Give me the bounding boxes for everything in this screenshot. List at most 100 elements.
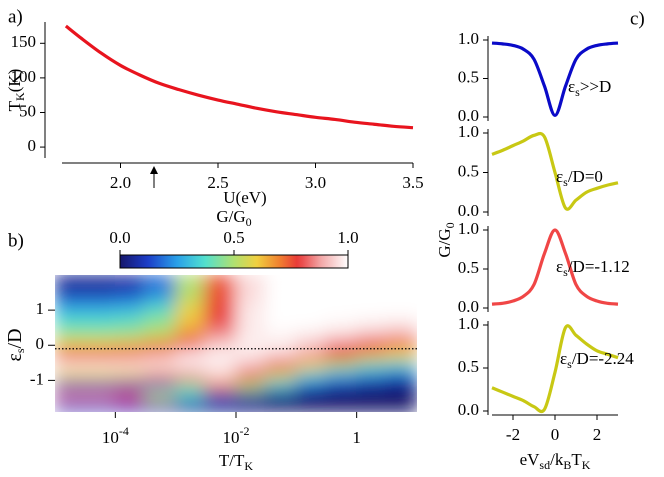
heatmap-cell bbox=[324, 337, 358, 350]
y-tick-label: 1.0 bbox=[458, 219, 479, 238]
heatmap-cell bbox=[143, 327, 177, 339]
heatmap-cell bbox=[235, 295, 266, 308]
x-tick-label: 2.0 bbox=[110, 173, 131, 192]
label-part: G/G bbox=[216, 207, 245, 226]
x-tick-label: 3.0 bbox=[305, 173, 326, 192]
label-part: ε bbox=[556, 167, 563, 186]
heatmap-cell bbox=[175, 400, 205, 412]
y-tick-label: 0.0 bbox=[458, 400, 479, 419]
heatmap-cell bbox=[356, 275, 386, 287]
y-tick-label: 1.0 bbox=[458, 314, 479, 333]
x-tick-exponent: -2 bbox=[240, 424, 250, 438]
heatmap-cell bbox=[203, 337, 237, 350]
heatmap-cell bbox=[384, 285, 417, 297]
heatmap-cell bbox=[114, 369, 145, 381]
heatmap-cell bbox=[83, 348, 116, 360]
heatmap-cell bbox=[203, 369, 237, 381]
label-part: T/T bbox=[219, 451, 245, 470]
heatmap-cell bbox=[143, 275, 177, 287]
heatmap-cell bbox=[114, 348, 145, 360]
heatmap-cell bbox=[324, 348, 358, 360]
heatmap-cell bbox=[264, 369, 297, 381]
heatmap bbox=[55, 275, 417, 412]
heatmap-cell bbox=[83, 390, 116, 402]
label-subscript: 0 bbox=[246, 215, 252, 229]
y-tick-label: 0.5 bbox=[458, 67, 479, 86]
heatmap-cell bbox=[356, 379, 386, 392]
heatmap-cell bbox=[55, 337, 85, 350]
heatmap-cell bbox=[295, 327, 326, 339]
heatmap-cell bbox=[295, 275, 326, 287]
label-subscript: 0 bbox=[443, 222, 457, 228]
heatmap-cell bbox=[295, 400, 326, 412]
label-part: U(eV) bbox=[223, 188, 266, 207]
colorbar-label: G/G0 bbox=[216, 207, 251, 229]
heatmap-cell bbox=[114, 379, 145, 392]
heatmap-cell bbox=[203, 379, 237, 392]
heatmap-cell bbox=[175, 295, 205, 308]
curve-label: εs>>D bbox=[568, 77, 611, 99]
heatmap-cell bbox=[235, 327, 266, 339]
heatmap-cell bbox=[175, 275, 205, 287]
curve-label: εs/D=0 bbox=[556, 167, 603, 189]
y-tick-label: 0.5 bbox=[458, 357, 479, 376]
heatmap-cell bbox=[384, 348, 417, 360]
heatmap-cell bbox=[114, 306, 145, 318]
heatmap-cell bbox=[295, 337, 326, 350]
heatmap-cell bbox=[235, 379, 266, 392]
colorbar-tick-label: 1.0 bbox=[337, 228, 358, 247]
heatmap-cell bbox=[55, 295, 85, 308]
heatmap-cell bbox=[114, 337, 145, 350]
y-tick-label: 0 bbox=[36, 334, 45, 353]
heatmap-cell bbox=[235, 358, 266, 371]
y-tick-label: 0.0 bbox=[458, 201, 479, 220]
x-axis-label: eVsd/kBTK bbox=[520, 450, 591, 472]
y-tick-label: 0 bbox=[28, 136, 37, 155]
heatmap-cell bbox=[83, 337, 116, 350]
heatmap-cell bbox=[114, 275, 145, 287]
heatmap-cell bbox=[203, 316, 237, 329]
heatmap-cell bbox=[295, 306, 326, 318]
heatmap-cell bbox=[83, 358, 116, 371]
heatmap-cell bbox=[55, 316, 85, 329]
heatmap-cell bbox=[175, 316, 205, 329]
heatmap-cell bbox=[324, 316, 358, 329]
label-part: eV bbox=[520, 450, 541, 469]
heatmap-cell bbox=[356, 306, 386, 318]
heatmap-cell bbox=[235, 275, 266, 287]
data-line bbox=[64, 24, 414, 130]
y-tick-label: 0.5 bbox=[458, 258, 479, 277]
heatmap-cell bbox=[143, 295, 177, 308]
heatmap-cell bbox=[235, 400, 266, 412]
heatmap-cell bbox=[83, 306, 116, 318]
heatmap-cell bbox=[384, 275, 417, 287]
heatmap-cell bbox=[356, 369, 386, 381]
heatmap-cell bbox=[235, 306, 266, 318]
heatmap-cell bbox=[295, 295, 326, 308]
heatmap-cell bbox=[143, 337, 177, 350]
heatmap-cell bbox=[143, 379, 177, 392]
label-subscript: s bbox=[567, 357, 572, 371]
label-subscript: K bbox=[582, 458, 591, 472]
heatmap-cell bbox=[384, 369, 417, 381]
label-part: /D bbox=[4, 328, 26, 348]
heatmap-cell bbox=[83, 285, 116, 297]
heatmap-cell bbox=[175, 348, 205, 360]
heatmap-cell bbox=[143, 285, 177, 297]
heatmap-cell bbox=[143, 390, 177, 402]
heatmap-cell bbox=[55, 379, 85, 392]
heatmap-cell bbox=[55, 327, 85, 339]
heatmap-cell bbox=[384, 337, 417, 350]
y-axis-label: TK(K) bbox=[5, 69, 27, 112]
heatmap-cell bbox=[143, 400, 177, 412]
x-tick-exponent: -4 bbox=[119, 424, 129, 438]
heatmap-cell bbox=[264, 337, 297, 350]
heatmap-cell bbox=[143, 358, 177, 371]
x-tick-label: 3.5 bbox=[402, 173, 423, 192]
heatmap-cell bbox=[143, 306, 177, 318]
heatmap-cell bbox=[203, 306, 237, 318]
heatmap-cell bbox=[356, 400, 386, 412]
label-subscript: K bbox=[244, 459, 253, 473]
heatmap-cell bbox=[384, 306, 417, 318]
heatmap-cell bbox=[83, 369, 116, 381]
